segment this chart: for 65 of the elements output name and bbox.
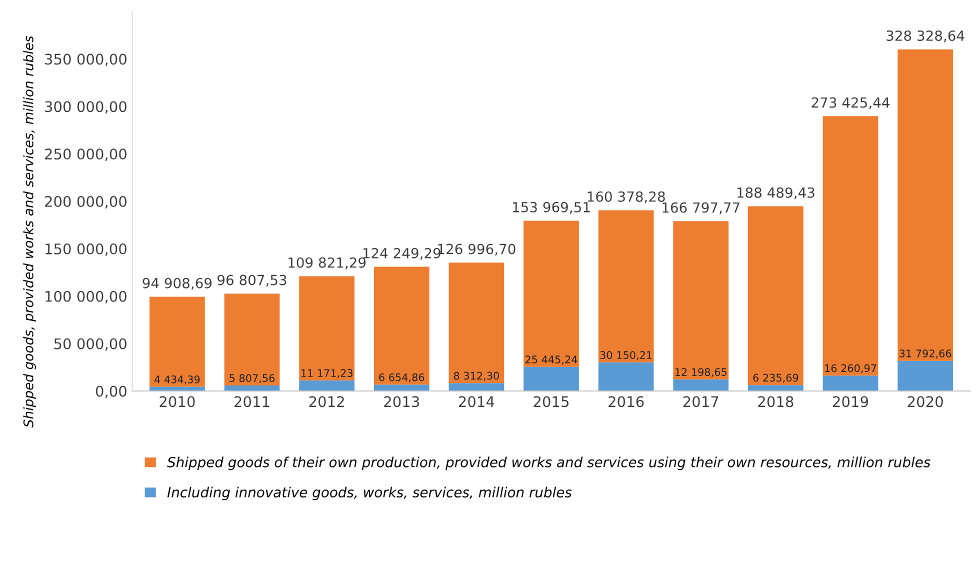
- data-label: 273 425,44: [812, 97, 890, 110]
- y-tick-label: 350 000,00: [45, 54, 126, 66]
- y-tick-label: 100 000,00: [46, 290, 126, 304]
- data-label: 30 150,21: [600, 351, 652, 360]
- x-tick-label: 2010: [160, 396, 195, 408]
- y-axis-title: Shipped goods, provided works and services, million rubles: [23, 36, 36, 428]
- x-tick-label: 2012: [309, 396, 344, 408]
- data-label: 124 249,29: [363, 248, 440, 260]
- y-tick-label: 150 000,00: [46, 243, 126, 256]
- bar: [299, 276, 354, 380]
- bar: [224, 294, 280, 386]
- y-tick-label: 200 000,00: [45, 196, 126, 208]
- x-tick-label: 2017: [683, 396, 718, 408]
- bar: [898, 49, 953, 361]
- x-tick-label: 2019: [833, 396, 868, 408]
- bar: [299, 380, 354, 391]
- x-tick-label: 2014: [458, 396, 494, 408]
- legend-label: Including innovative goods, works, services, million rubles: [167, 486, 572, 500]
- x-tick-label: 2016: [608, 396, 644, 408]
- data-label: 96 807,53: [218, 274, 286, 287]
- x-tick-label: 2015: [534, 396, 569, 408]
- data-label: 328 328,64: [886, 30, 964, 42]
- data-label: 11 171,23: [301, 369, 352, 378]
- bar: [374, 266, 430, 385]
- y-tick-label: 250 000,00: [45, 148, 126, 162]
- y-tick-label: 300 000,00: [45, 101, 126, 114]
- x-tick-label: 2013: [384, 396, 420, 408]
- data-label: 188 489,43: [737, 187, 814, 200]
- legend-label: Shipped goods of their own production, provided works and services using their own resources, million rubles: [167, 456, 930, 470]
- bar: [524, 220, 579, 367]
- data-label: 31 792,66: [900, 350, 952, 358]
- data-label: 8 312,30: [454, 372, 499, 381]
- bar: [822, 376, 878, 391]
- data-label: 16 260,97: [825, 364, 876, 374]
- bar: [598, 210, 654, 362]
- data-label: 94 908,69: [142, 278, 212, 290]
- bar: [448, 262, 504, 384]
- data-label: 4 434,39: [154, 375, 200, 384]
- bar: [598, 362, 654, 391]
- y-tick-label: 50 000,00: [54, 338, 126, 351]
- bar: [822, 116, 878, 376]
- data-label: 166 797,77: [662, 202, 740, 214]
- bar: [673, 221, 729, 380]
- y-tick-label: 0,00: [96, 386, 126, 398]
- bar: [224, 385, 280, 391]
- data-label: 109 821,29: [288, 257, 366, 270]
- x-tick-label: 2018: [758, 396, 794, 408]
- x-tick-label: 2011: [234, 396, 270, 408]
- bar: [150, 296, 205, 387]
- data-label: 25 445,24: [526, 356, 578, 364]
- bar: [524, 366, 579, 391]
- bar: [748, 206, 804, 386]
- data-label: 12 198,65: [676, 368, 726, 378]
- bar: [673, 379, 729, 391]
- bar: [374, 384, 430, 391]
- bar: [448, 383, 504, 391]
- data-label: 6 235,69: [753, 374, 798, 383]
- bar: [898, 360, 953, 391]
- x-tick-label: 2020: [908, 396, 943, 408]
- data-label: 153 969,51: [513, 202, 590, 214]
- data-label: 160 378,28: [588, 191, 665, 204]
- bar: [748, 385, 804, 391]
- data-label: 6 654,86: [379, 373, 424, 382]
- data-label: 5 807,56: [230, 374, 275, 384]
- data-label: 126 996,70: [438, 244, 516, 256]
